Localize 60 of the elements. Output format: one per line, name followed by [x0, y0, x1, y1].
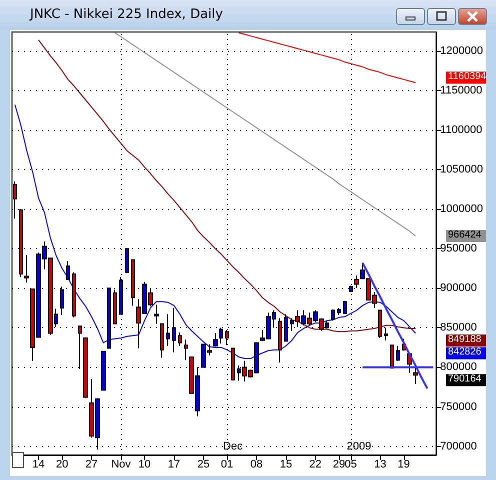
- line-series: [38, 39, 416, 332]
- y-tick-label: 1050000: [440, 164, 484, 176]
- candlestick: [101, 350, 106, 391]
- x-tick-label: Nov: [111, 458, 132, 470]
- candlestick: [83, 336, 88, 399]
- x-tick-label: 14: [32, 458, 45, 470]
- y-tick-label: 1100000: [440, 124, 482, 136]
- x-tick-label: 19: [398, 458, 410, 470]
- x-tick-label: 01: [220, 458, 234, 470]
- x-tick-label: 22: [309, 458, 322, 470]
- candlestick: [160, 323, 164, 358]
- text: 966424: [448, 229, 482, 240]
- candlestick: [131, 259, 135, 306]
- candlestick: [24, 254, 29, 284]
- candlestick: [337, 307, 341, 316]
- y-tick-label: 850000: [440, 322, 477, 334]
- candlestick: [343, 300, 347, 314]
- x-tick-label: 10: [138, 458, 151, 470]
- x-tick-label: 08: [250, 458, 263, 470]
- line-series: [114, 32, 416, 236]
- x-tick-label: 25: [197, 458, 210, 470]
- y-tick-label: 1150000: [440, 84, 482, 97]
- candlestick: [413, 368, 418, 384]
- candlestick: [154, 304, 159, 324]
- candlestick: [178, 332, 182, 346]
- x-tick-label: 27: [85, 458, 98, 470]
- x-tick-label: 29: [332, 458, 346, 470]
- chart-title: JNKC - Nikkei 225 Index, Daily: [30, 7, 223, 22]
- y-tick-label: 700000: [440, 440, 477, 452]
- text: 1160394: [448, 71, 487, 82]
- text: 842826: [448, 346, 482, 358]
- annotation: 2009: [346, 440, 372, 452]
- candlestick: [354, 275, 359, 289]
- y-tick-label: 950000: [440, 242, 477, 255]
- x-tick-label: 15: [280, 458, 292, 470]
- x-tick-label: 05: [344, 458, 357, 470]
- y-tick-label: 1200000: [440, 44, 484, 57]
- candlestick: [72, 272, 76, 318]
- candlestick: [396, 345, 400, 362]
- candlestick: [231, 348, 235, 380]
- candlestick: [184, 339, 188, 361]
- y-tick-label: 1000000: [440, 203, 484, 216]
- candlestick: [125, 248, 129, 274]
- text: 790164: [448, 374, 482, 385]
- y-tick-label: 750000: [440, 400, 477, 413]
- candlestick: [378, 310, 382, 338]
- line-series: [14, 104, 416, 360]
- x-tick-label: 17: [168, 458, 180, 470]
- candlestick: [66, 260, 70, 280]
- y-tick-label: 800000: [440, 361, 477, 374]
- candlestick: [172, 307, 176, 353]
- candlestick: [107, 288, 111, 349]
- x-tick-label: 20: [56, 458, 68, 470]
- candlestick: [213, 332, 218, 348]
- annotation: Dec: [223, 440, 244, 452]
- candlestick: [331, 309, 335, 322]
- y-tick-label: 900000: [440, 282, 477, 294]
- x-tick-label: 13: [374, 458, 386, 470]
- text: 849188: [448, 334, 482, 345]
- line-series: [238, 32, 416, 84]
